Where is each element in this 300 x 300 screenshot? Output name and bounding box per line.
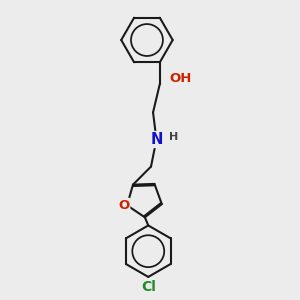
Text: Cl: Cl (141, 280, 156, 294)
Text: H: H (169, 132, 178, 142)
Text: N: N (150, 132, 163, 147)
Text: OH: OH (169, 72, 191, 85)
Text: O: O (118, 199, 129, 212)
